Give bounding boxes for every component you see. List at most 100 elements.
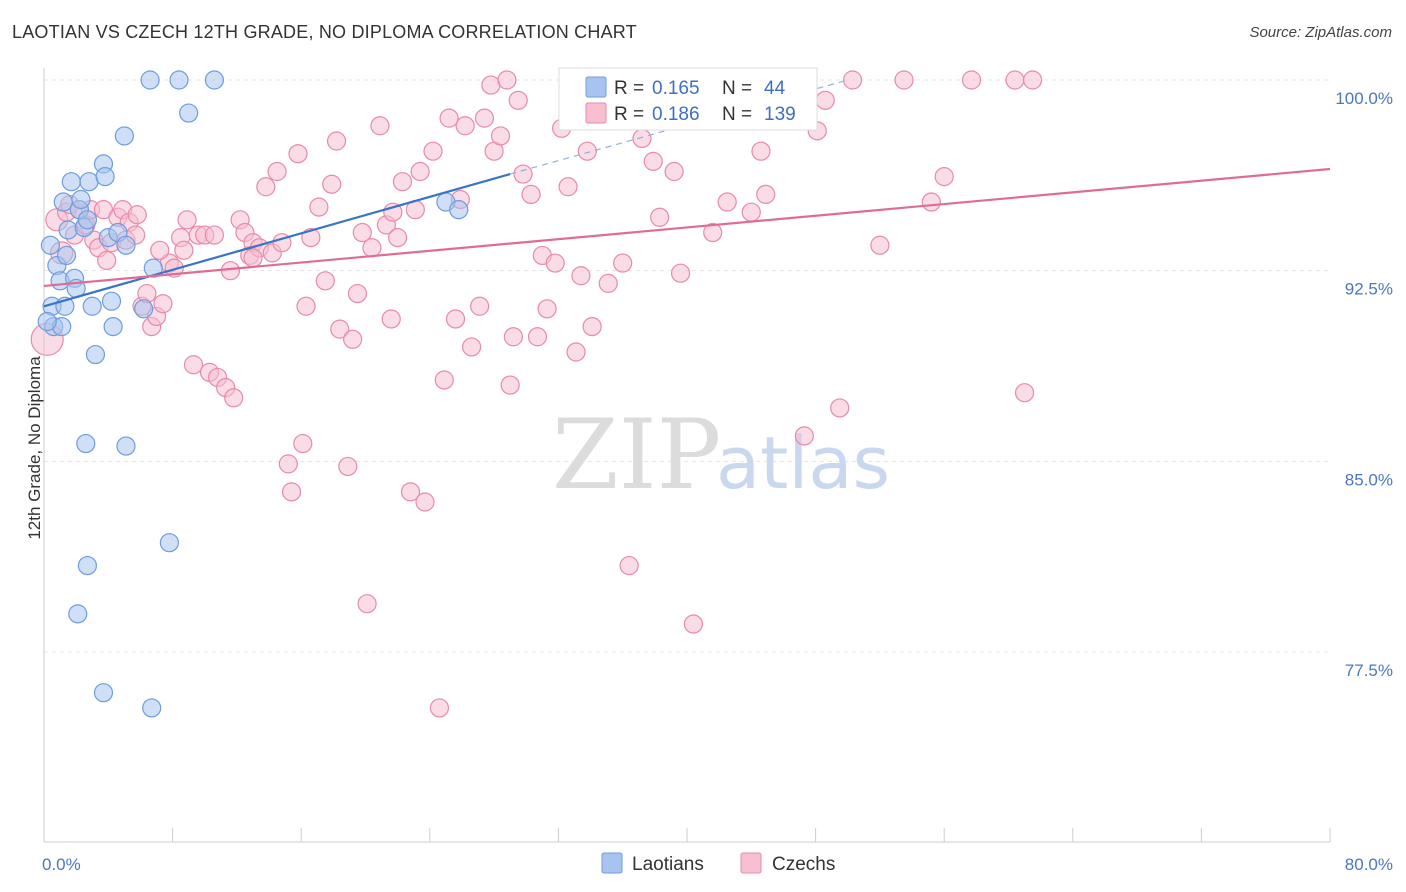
laotians-point	[103, 316, 123, 337]
czechs-point	[650, 207, 670, 227]
czechs-point	[500, 375, 520, 395]
laotians-point	[204, 70, 224, 90]
czechs-point	[392, 172, 413, 192]
czechs-point	[921, 192, 941, 212]
czechs-point	[347, 283, 368, 304]
czechs-point	[388, 228, 408, 248]
czechs-point	[400, 482, 421, 502]
czechs-point	[558, 177, 578, 197]
czechs-point	[455, 116, 475, 136]
legend-swatch-czechs	[740, 852, 762, 874]
czechs-point	[632, 128, 652, 149]
czechs-point	[527, 327, 548, 347]
czechs-point	[1023, 70, 1043, 90]
laotians-point	[143, 258, 163, 278]
czechs-point	[309, 197, 329, 217]
stats-legend-r-label: R =	[614, 104, 644, 125]
grid-lines	[44, 79, 1330, 653]
czechs-point	[741, 202, 761, 222]
czechs-point	[267, 161, 287, 182]
czechs-point	[794, 426, 814, 446]
legend-swatch-laotians	[601, 852, 623, 874]
czechs-point	[1005, 70, 1025, 90]
czechs-point	[513, 164, 533, 184]
czechs-point	[445, 309, 466, 329]
y-tick-label: 92.5%	[1345, 280, 1393, 299]
czechs-point	[619, 555, 639, 576]
stats-legend-n-value: 44	[764, 78, 786, 99]
laotians-point	[61, 172, 81, 192]
czechs-point	[127, 205, 147, 225]
czechs-point	[293, 433, 313, 454]
czechs-point	[410, 161, 430, 182]
axes	[43, 68, 1331, 843]
series-czechs-points	[30, 70, 1043, 718]
czechs-point	[183, 355, 204, 375]
czechs-point	[338, 456, 358, 477]
laotians-point	[95, 167, 115, 187]
laotians-trend-extension	[510, 79, 848, 175]
czechs-point	[243, 248, 263, 268]
czechs-point	[683, 614, 704, 634]
czechs-point	[537, 299, 557, 319]
x-tick-labels: 0.0% 80.0%	[42, 855, 1393, 874]
czechs-point	[278, 454, 298, 474]
laotians-point	[179, 103, 199, 123]
czechs-point	[204, 225, 224, 245]
x-tick-label: 0.0%	[42, 855, 81, 874]
czechs-point	[434, 370, 454, 390]
laotians-point	[159, 533, 179, 553]
watermark-zip: ZIP	[552, 399, 721, 511]
czechs-point	[571, 266, 591, 286]
trend-lines	[43, 79, 1331, 308]
laotians-point	[116, 235, 136, 255]
laotians-point	[76, 433, 96, 454]
y-tick-labels: 100.0% 92.5% 85.0% 77.5%	[1335, 89, 1393, 680]
czechs-point	[256, 177, 276, 197]
czechs-point	[481, 75, 501, 95]
czechs-point	[894, 70, 914, 90]
y-tick-label: 100.0%	[1335, 89, 1393, 108]
laotians-point	[169, 70, 189, 90]
chart-source: Source: ZipAtlas.com	[1249, 24, 1392, 41]
czechs-point	[703, 222, 723, 243]
stats-legend-r-value: 0.165	[652, 78, 700, 99]
czechs-point	[670, 263, 691, 283]
czechs-point	[288, 144, 308, 164]
czechs-point	[330, 319, 350, 339]
czechs-point	[439, 108, 459, 128]
czechs-point	[423, 141, 443, 161]
czechs-point	[497, 70, 517, 90]
laotians-point	[77, 210, 98, 230]
czechs-point	[150, 240, 170, 260]
czechs-point	[643, 151, 663, 171]
czechs-point	[224, 388, 244, 408]
laotians-point	[116, 436, 136, 456]
y-tick-label: 77.5%	[1345, 661, 1393, 680]
czechs-point	[470, 296, 490, 316]
czechs-point	[301, 228, 321, 248]
czechs-point	[613, 253, 633, 273]
laotians-point	[101, 291, 122, 311]
czechs-point	[521, 184, 541, 204]
czechs-point	[717, 192, 737, 212]
czechs-point	[961, 70, 982, 90]
laotians-point	[71, 189, 91, 210]
y-axis-label: 12th Grade, No Diploma	[25, 356, 44, 540]
stats-legend-n-label: N =	[722, 104, 752, 125]
czechs-point	[429, 698, 450, 718]
laotians-point	[449, 200, 469, 220]
laotians-point	[85, 344, 106, 365]
czechs-point	[177, 210, 197, 230]
x-tick-label: 80.0%	[1345, 855, 1393, 874]
laotians-point	[37, 311, 57, 332]
laotians-point	[56, 245, 77, 266]
czechs-point	[474, 108, 495, 128]
czechs-point	[842, 70, 863, 90]
czechs-point	[461, 337, 482, 357]
stats-legend: R = 0.165 N = 44 R = 0.186 N = 139	[558, 67, 818, 131]
czechs-point	[315, 271, 335, 291]
czechs-point	[357, 594, 377, 614]
stats-legend-swatch-laotians	[585, 76, 607, 98]
